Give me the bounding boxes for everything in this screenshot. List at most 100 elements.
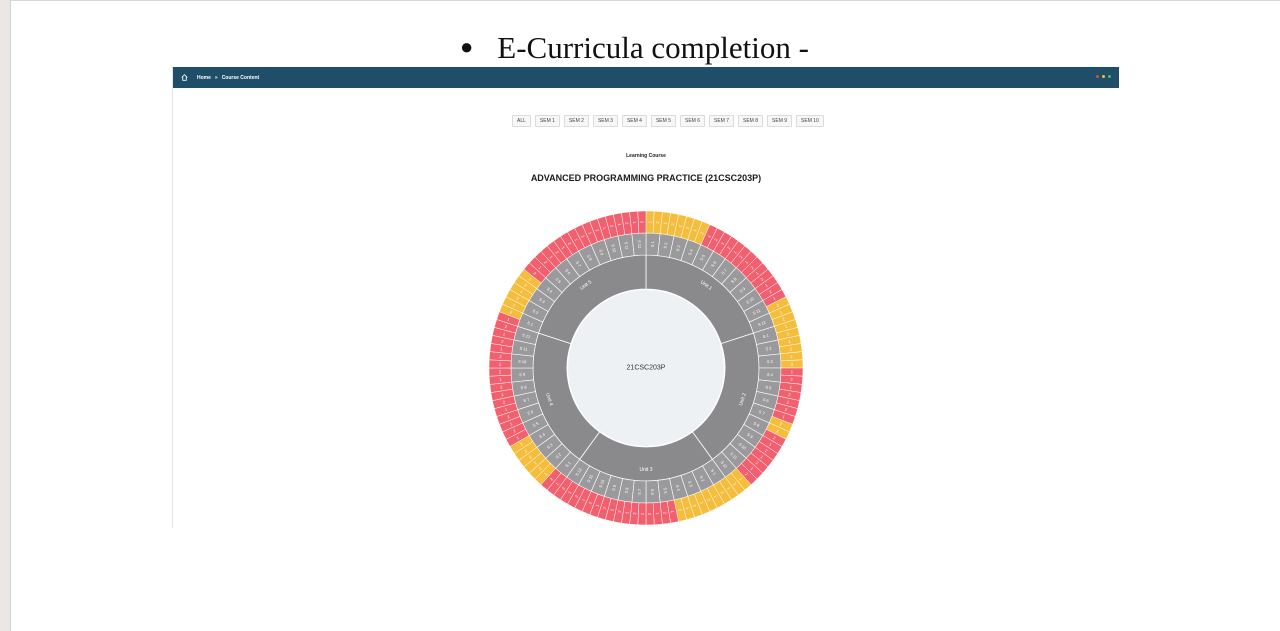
topic-label: 2 [509, 309, 514, 315]
topic-label: 2 [749, 264, 755, 270]
session-label: S 12 [522, 332, 532, 339]
topic-label: 2 [561, 485, 567, 490]
topic-label: 2 [516, 296, 521, 302]
session-label: S 2 [765, 346, 772, 352]
topic-label: 1 [647, 220, 652, 223]
topic-label: 1 [789, 384, 793, 389]
topic-label: 1 [609, 508, 615, 512]
topic-label: 2 [609, 224, 615, 228]
document-top-border [0, 0, 1280, 1]
session-label: S 5 [532, 420, 540, 428]
topic-label: 2 [502, 399, 506, 405]
semester-tab-7[interactable]: SEM 7 [709, 115, 735, 127]
topic-label: 2 [512, 428, 517, 434]
topic-label: 1 [776, 428, 781, 434]
topic-label: 2 [779, 421, 784, 427]
topic-label: 2 [506, 414, 510, 420]
topic-label: 1 [567, 490, 573, 495]
topic-label: 1 [602, 226, 608, 230]
session-label: S 7 [637, 488, 642, 495]
semester-tab-5[interactable]: SEM 5 [650, 115, 676, 127]
topic-label: 2 [726, 245, 732, 250]
topic-label: 1 [543, 471, 549, 477]
topic-label: 2 [528, 454, 533, 460]
session-label: S 2 [532, 308, 540, 316]
semester-tab-1[interactable]: SEM 1 [534, 115, 560, 127]
embedded-screenshot: Home » Course Content ALL SEM 1 SEM 2 SEM 3… [172, 67, 1119, 528]
topic-label: 2 [640, 221, 645, 224]
topic-label: 1 [790, 354, 793, 359]
topic-label: 2 [677, 508, 683, 512]
topic-label: 1 [574, 238, 580, 243]
semester-tab-3[interactable]: SEM 3 [592, 115, 618, 127]
window-dot [1108, 75, 1111, 78]
topic-label: 1 [504, 407, 508, 413]
topic-label: 1 [764, 282, 769, 288]
session-label: S 12 [720, 460, 730, 470]
topic-label: 2 [692, 504, 698, 508]
topic-label: 1 [501, 392, 505, 397]
session-label: S 5 [699, 253, 707, 261]
session-label: S 2 [662, 241, 668, 248]
session-label: S 9 [598, 249, 605, 257]
session-label: S 9 [611, 483, 618, 491]
topic-label: 2 [732, 481, 738, 486]
semester-tab-2[interactable]: SEM 2 [563, 115, 589, 127]
document-bullet-item: ● E-Curricula completion - [460, 28, 809, 68]
session-label: S 8 [730, 276, 738, 284]
session-label: S 7 [523, 397, 531, 404]
session-label: S 3 [675, 244, 682, 252]
topic-label: 1 [784, 324, 788, 330]
topic-label: 2 [772, 435, 777, 441]
session-label: S 9 [738, 286, 746, 294]
course-center-label: 21CSC203P [627, 365, 666, 372]
semester-tab-6[interactable]: SEM 6 [679, 115, 705, 127]
session-label: S 7 [575, 260, 583, 268]
topic-label: 1 [499, 362, 502, 367]
home-icon[interactable] [179, 73, 189, 83]
topic-label: 1 [538, 265, 544, 271]
topic-label: 1 [791, 369, 794, 374]
session-label: S 3 [767, 359, 774, 364]
topic-label: 1 [595, 503, 601, 507]
topic-label: 2 [791, 362, 794, 367]
semester-tab-8[interactable]: SEM 8 [738, 115, 764, 127]
session-label: S 4 [546, 286, 554, 294]
topic-label: 1 [580, 497, 586, 502]
course-center [568, 290, 724, 446]
session-label: S 10 [745, 296, 755, 305]
session-label: S 5 [554, 276, 562, 284]
topic-label: 1 [744, 259, 750, 265]
topic-label: 2 [538, 465, 544, 471]
session-label: S 6 [564, 268, 572, 276]
topic-label: 2 [776, 302, 781, 308]
semester-tab-10[interactable]: SEM 10 [796, 115, 824, 127]
session-label: S 4 [675, 484, 682, 492]
breadcrumb-separator: » [214, 74, 218, 81]
topic-label: 1 [782, 414, 786, 420]
topic-label: 1 [500, 346, 504, 351]
session-label: S 1 [564, 460, 572, 468]
session-label: S 1 [762, 333, 770, 340]
session-label: S 4 [767, 372, 774, 377]
topic-label: 2 [744, 471, 750, 477]
semester-tab-4[interactable]: SEM 4 [621, 115, 647, 127]
session-label: S 2 [554, 451, 562, 459]
topic-label: 2 [574, 493, 580, 498]
semester-tab-all[interactable]: ALL [512, 115, 531, 127]
topic-label: 2 [501, 339, 505, 344]
topic-label: 1 [512, 302, 517, 308]
topic-label: 1 [768, 442, 773, 448]
session-label: S 3 [546, 442, 554, 450]
semester-tab-9[interactable]: SEM 9 [767, 115, 793, 127]
topic-label: 1 [786, 399, 790, 405]
topic-label: 1 [720, 241, 726, 246]
topic-label: 1 [699, 501, 705, 506]
topic-label: 1 [624, 511, 629, 515]
session-label: S 6 [527, 409, 535, 416]
unit-label: Unit 3 [639, 467, 652, 473]
topic-label: 1 [640, 512, 645, 515]
topic-label: 2 [632, 511, 637, 514]
topic-label: 2 [595, 228, 601, 232]
breadcrumb-home[interactable]: Home [197, 74, 211, 81]
